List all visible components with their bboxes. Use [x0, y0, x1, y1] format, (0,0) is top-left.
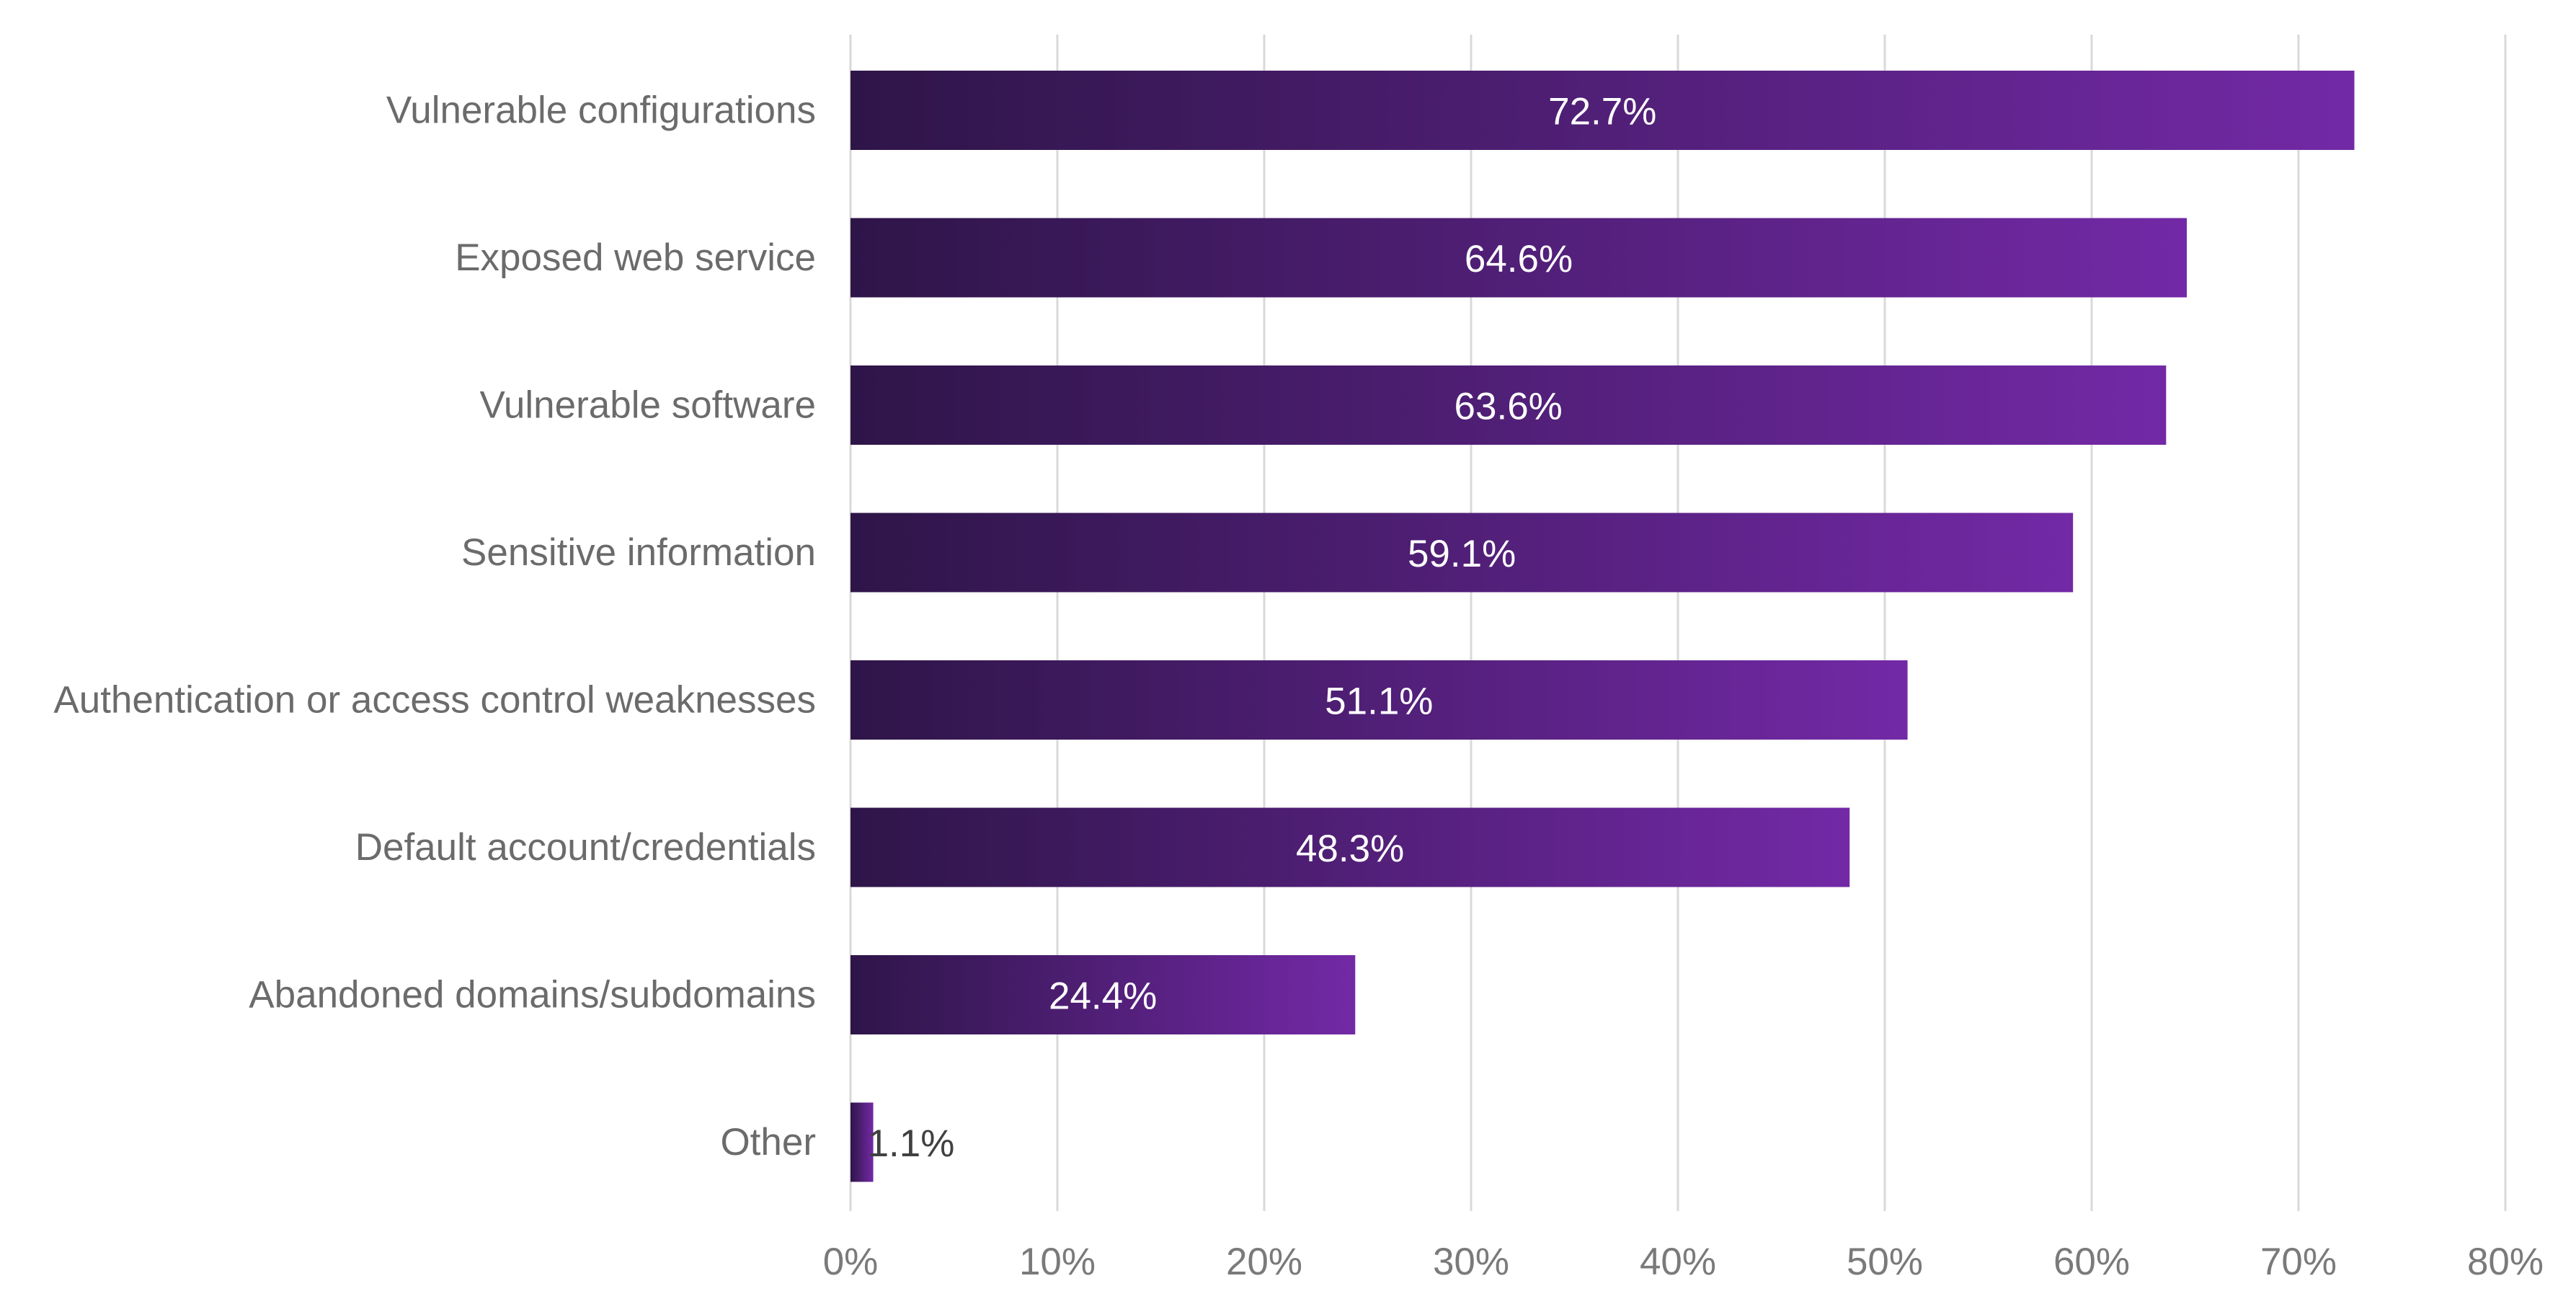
bar — [850, 955, 1356, 1034]
x-tick-label: 0% — [823, 1241, 879, 1283]
data-label: 64.6% — [1465, 238, 1573, 280]
data-label: 63.6% — [1454, 386, 1563, 428]
category-label: Abandoned domains/subdomains — [249, 974, 816, 1016]
data-label: 24.4% — [1049, 975, 1157, 1018]
category-label: Exposed web service — [455, 236, 816, 279]
bar — [850, 513, 2074, 593]
bar — [850, 807, 1850, 887]
data-label: 59.1% — [1408, 533, 1516, 575]
data-label: 72.7% — [1548, 91, 1656, 133]
x-tick-label: 20% — [1226, 1241, 1302, 1283]
bar — [850, 71, 2355, 150]
bar — [850, 660, 1908, 740]
x-tick-label: 80% — [2467, 1241, 2544, 1283]
gridlines — [849, 35, 2507, 1211]
x-tick-label: 60% — [2053, 1241, 2130, 1283]
bar — [850, 218, 2188, 298]
category-label: Sensitive information — [461, 531, 816, 574]
bar — [850, 1102, 874, 1182]
bars — [850, 71, 2355, 1182]
data-label: 1.1% — [868, 1122, 955, 1165]
category-label: Authentication or access control weaknes… — [53, 679, 816, 722]
data-label: 51.1% — [1325, 680, 1433, 723]
category-label: Other — [720, 1121, 816, 1163]
bar — [850, 365, 2167, 445]
x-axis-tick-labels: 0% 10% 20% 30% 40% 50% 60% 70% 80% — [823, 1241, 2544, 1283]
value-labels: 72.7% 64.6% 63.6% 59.1% 51.1% 48.3% 24.4% 1.1% — [868, 91, 1657, 1166]
x-tick-label: 70% — [2260, 1241, 2337, 1283]
category-label: Default account/credentials — [355, 826, 816, 869]
data-label: 48.3% — [1296, 828, 1404, 870]
category-label: Vulnerable configurations — [386, 89, 816, 132]
x-tick-label: 40% — [1640, 1241, 1716, 1283]
x-tick-label: 10% — [1019, 1241, 1096, 1283]
category-labels: Vulnerable configurations Exposed web ser… — [53, 89, 816, 1164]
x-tick-label: 30% — [1433, 1241, 1509, 1283]
x-tick-label: 50% — [1847, 1241, 1923, 1283]
category-label: Vulnerable software — [480, 384, 816, 427]
